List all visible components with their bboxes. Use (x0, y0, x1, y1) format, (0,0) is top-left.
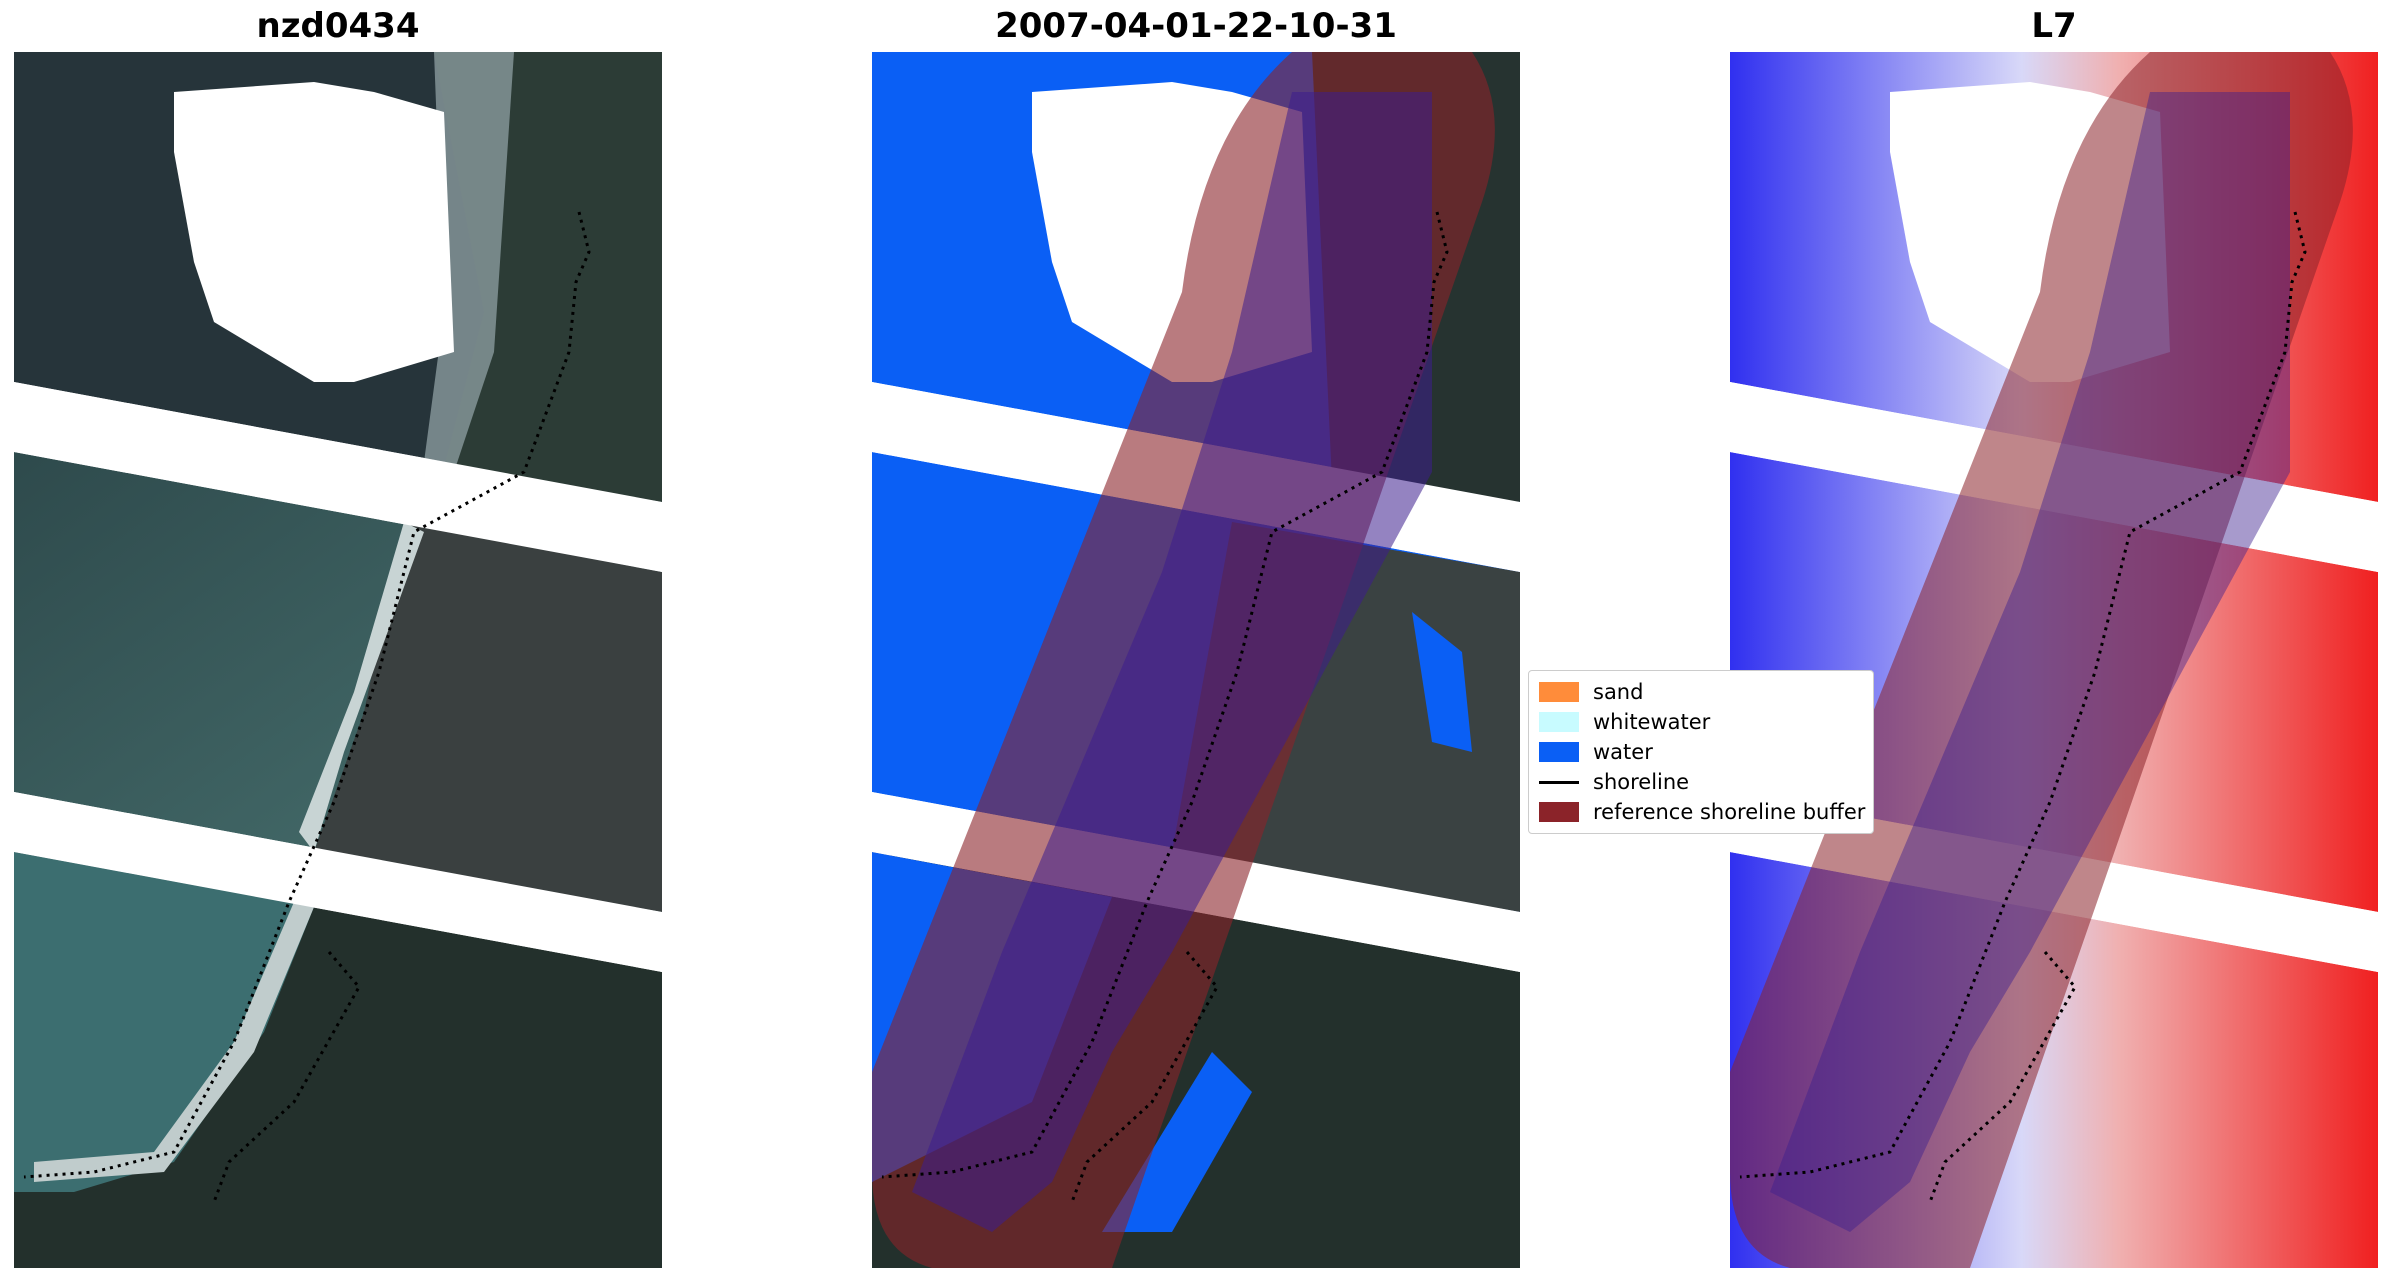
shoreline-index (1739, 211, 2307, 1179)
shoreline-rgb (23, 211, 591, 1179)
rgb-image-panel (14, 52, 662, 1268)
legend-label-shoreline: shoreline (1593, 770, 1690, 794)
panel-title-classified: 2007-04-01-22-10-31 (995, 6, 1397, 46)
water-swatch (1539, 742, 1579, 762)
classified-image-panel (872, 52, 1520, 1268)
legend-label-buffer: reference shoreline buffer (1593, 800, 1866, 824)
whitewater-swatch (1539, 712, 1579, 732)
shoreline-swatch (1539, 780, 1579, 784)
legend-item-shoreline: shoreline (1539, 767, 1863, 797)
buffer-swatch (1539, 802, 1579, 822)
shoreline-classified (881, 211, 1449, 1179)
sand-swatch (1539, 682, 1579, 702)
legend: sand whitewater water shoreline referenc… (1528, 670, 1874, 834)
legend-item-whitewater: whitewater (1539, 707, 1863, 737)
legend-label-water: water (1593, 740, 1653, 764)
legend-label-sand: sand (1593, 680, 1644, 704)
index-image-panel (1730, 52, 2378, 1268)
panel-title-index: L7 (2031, 6, 2077, 46)
legend-label-whitewater: whitewater (1593, 710, 1711, 734)
legend-item-water: water (1539, 737, 1863, 767)
legend-item-sand: sand (1539, 677, 1863, 707)
panel-title-rgb: nzd0434 (256, 6, 420, 46)
legend-item-buffer: reference shoreline buffer (1539, 797, 1866, 827)
